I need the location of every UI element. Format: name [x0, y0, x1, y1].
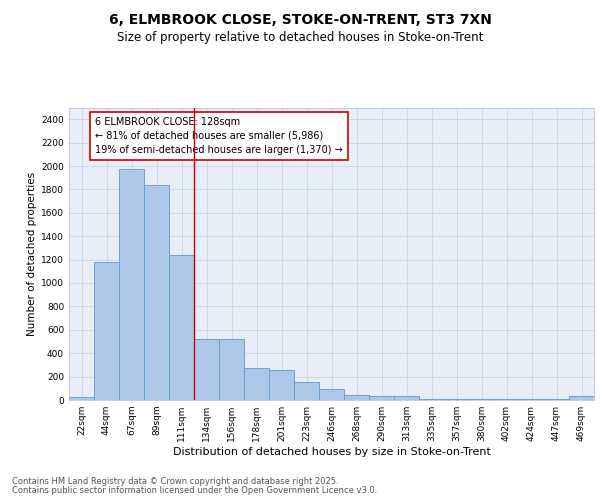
Bar: [169, 255, 194, 400]
Bar: [69, 397, 94, 400]
Bar: [369, 396, 394, 400]
Text: Size of property relative to detached houses in Stoke-on-Trent: Size of property relative to detached ho…: [117, 31, 483, 44]
Bar: [194, 339, 219, 400]
Text: 6, ELMBROOK CLOSE, STOKE-ON-TRENT, ST3 7XN: 6, ELMBROOK CLOSE, STOKE-ON-TRENT, ST3 7…: [109, 12, 491, 26]
Bar: [119, 169, 144, 400]
Bar: [244, 368, 269, 400]
X-axis label: Distribution of detached houses by size in Stoke-on-Trent: Distribution of detached houses by size …: [173, 447, 490, 457]
Text: 6 ELMBROOK CLOSE: 128sqm
← 81% of detached houses are smaller (5,986)
19% of sem: 6 ELMBROOK CLOSE: 128sqm ← 81% of detach…: [95, 117, 343, 155]
Bar: [269, 370, 294, 400]
Text: Contains public sector information licensed under the Open Government Licence v3: Contains public sector information licen…: [12, 486, 377, 495]
Bar: [219, 339, 244, 400]
Bar: [144, 184, 169, 400]
Bar: [344, 394, 369, 400]
Bar: [94, 262, 119, 400]
Text: Contains HM Land Registry data © Crown copyright and database right 2025.: Contains HM Land Registry data © Crown c…: [12, 477, 338, 486]
Bar: [569, 396, 594, 400]
Bar: [319, 390, 344, 400]
Bar: [294, 382, 319, 400]
Y-axis label: Number of detached properties: Number of detached properties: [27, 172, 37, 336]
Bar: [394, 396, 419, 400]
